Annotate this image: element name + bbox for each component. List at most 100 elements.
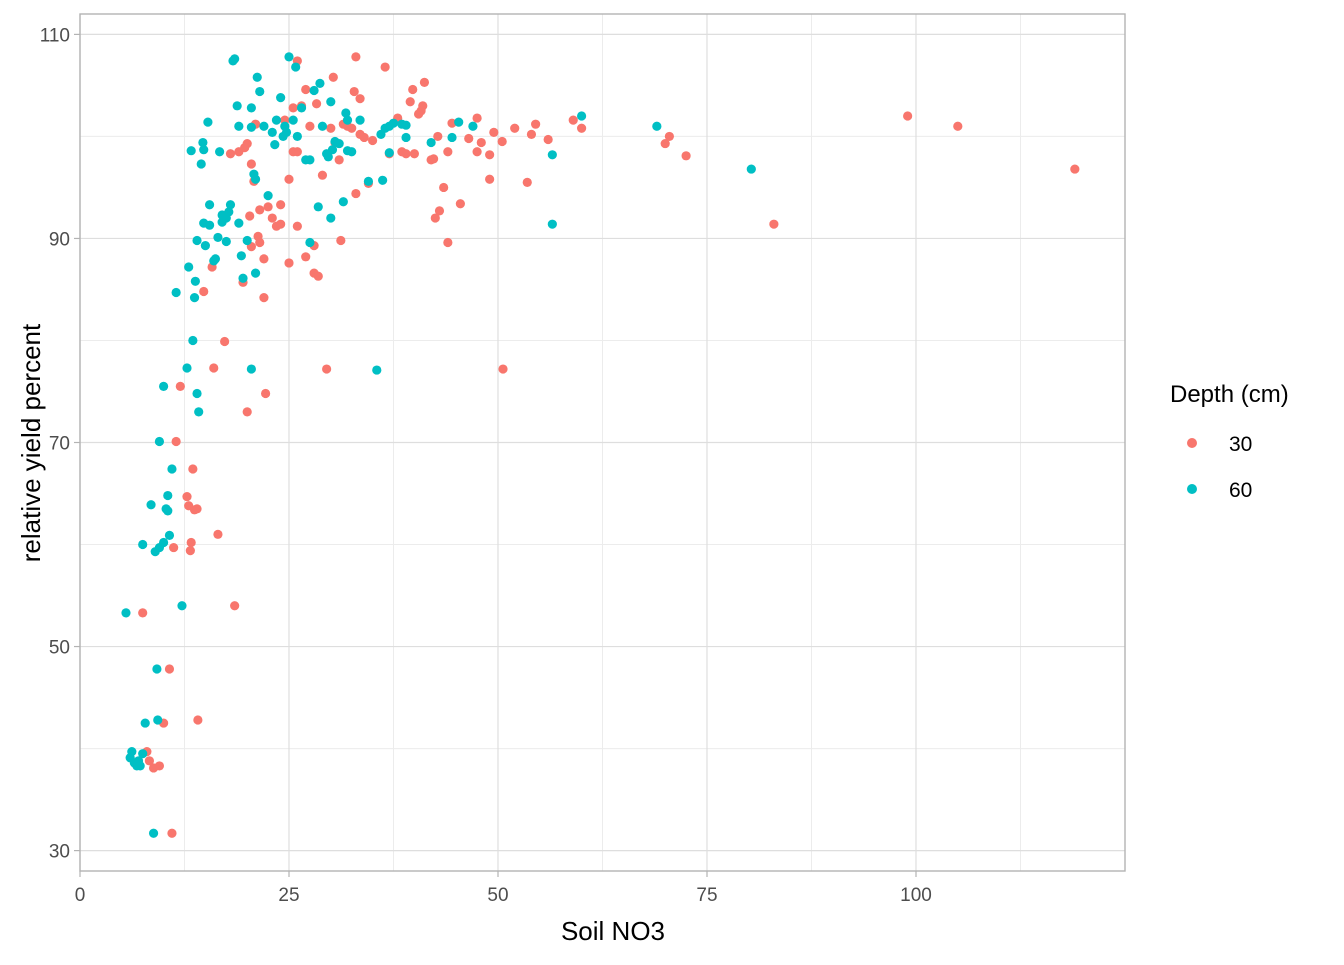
data-point: [203, 117, 213, 127]
x-tick-label: 100: [900, 885, 932, 906]
data-point: [401, 149, 411, 159]
data-point: [568, 115, 578, 125]
data-point: [263, 191, 273, 201]
data-point: [311, 99, 322, 109]
data-point: [347, 147, 357, 157]
data-point: [188, 464, 198, 474]
data-point: [472, 147, 482, 157]
data-point: [401, 120, 411, 130]
data-point: [326, 97, 336, 107]
data-point: [163, 490, 173, 501]
data-point: [326, 123, 336, 133]
data-point: [429, 154, 439, 164]
data-point: [230, 601, 240, 611]
data-point: [209, 363, 219, 373]
data-point: [234, 121, 244, 131]
data-point: [135, 761, 145, 771]
data-point: [144, 756, 154, 766]
data-point: [454, 117, 464, 127]
data-point: [175, 381, 185, 391]
data-point: [213, 529, 223, 539]
data-point: [154, 436, 165, 447]
data-point: [430, 213, 440, 223]
data-point: [184, 262, 194, 272]
data-point: [301, 252, 311, 262]
data-point: [497, 136, 507, 147]
data-point: [242, 235, 252, 246]
data-point: [485, 150, 495, 160]
data-point: [246, 103, 256, 113]
data-point: [210, 254, 221, 264]
data-point: [234, 218, 244, 228]
data-point: [498, 364, 508, 374]
data-point: [291, 62, 301, 72]
data-point: [468, 121, 478, 131]
data-point: [543, 134, 553, 145]
data-point: [305, 237, 315, 248]
data-point: [284, 52, 294, 62]
data-point: [368, 135, 378, 146]
data-point: [401, 132, 411, 143]
data-point: [245, 211, 255, 221]
data-point: [127, 747, 137, 757]
data-point: [296, 103, 307, 113]
data-point: [351, 52, 361, 62]
data-point: [276, 219, 286, 229]
data-point: [485, 174, 495, 184]
data-point: [347, 123, 357, 133]
data-point: [315, 78, 325, 88]
data-point: [152, 664, 162, 674]
data-point: [443, 147, 453, 157]
data-point: [255, 205, 265, 215]
data-point: [522, 177, 532, 187]
data-point: [213, 232, 223, 243]
data-point: [185, 546, 195, 556]
data-point: [301, 84, 311, 95]
data-point: [182, 491, 192, 502]
data-point: [443, 237, 453, 248]
data-point: [288, 115, 298, 125]
legend-items: 30 60: [1187, 433, 1252, 502]
data-point: [225, 149, 236, 159]
data-point: [148, 828, 159, 838]
x-tick-label: 25: [278, 885, 299, 906]
data-point: [242, 138, 252, 149]
data-point: [238, 273, 248, 283]
plot-panel: [79, 13, 1126, 872]
legend-key: [1187, 484, 1197, 494]
data-point: [384, 148, 394, 158]
data-point: [526, 129, 537, 139]
data-point: [225, 200, 236, 210]
data-point: [164, 530, 175, 540]
y-tick-label: 30: [49, 842, 70, 863]
data-point: [260, 388, 271, 399]
data-point: [313, 202, 323, 212]
data-point: [246, 122, 256, 132]
data-point: [121, 608, 131, 618]
data-point: [200, 240, 210, 251]
data-point: [204, 200, 215, 210]
data-point: [224, 207, 234, 217]
data-point: [317, 121, 328, 131]
x-tick-label: 50: [487, 885, 508, 906]
series-60-points: [121, 52, 756, 838]
legend-item-60: 60: [1187, 479, 1252, 502]
data-point: [769, 219, 779, 229]
data-point: [405, 97, 415, 107]
data-point: [439, 182, 449, 193]
data-point: [305, 121, 315, 131]
data-point: [1070, 164, 1080, 174]
data-point: [259, 121, 269, 131]
data-point: [267, 127, 277, 137]
data-point: [232, 101, 242, 111]
data-point: [193, 715, 203, 725]
data-point: [164, 664, 175, 674]
data-point: [464, 133, 474, 144]
data-point: [188, 335, 198, 346]
data-point: [281, 127, 292, 137]
data-point: [577, 111, 587, 121]
data-point: [246, 159, 256, 169]
data-point: [259, 254, 269, 264]
data-point: [660, 138, 670, 149]
